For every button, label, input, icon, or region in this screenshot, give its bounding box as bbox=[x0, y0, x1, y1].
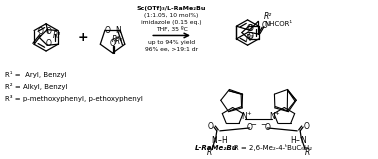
Text: R³: R³ bbox=[246, 34, 254, 43]
Text: −: − bbox=[251, 122, 256, 128]
Text: O: O bbox=[45, 27, 51, 36]
Text: +: + bbox=[77, 31, 88, 44]
Text: imidazole (0.15 eq.): imidazole (0.15 eq.) bbox=[141, 20, 202, 25]
Text: H: H bbox=[290, 136, 296, 145]
Text: +: + bbox=[246, 111, 251, 116]
Text: (1:1.05, 10 mol%): (1:1.05, 10 mol%) bbox=[144, 13, 199, 18]
Text: –: – bbox=[295, 136, 299, 145]
Text: O: O bbox=[247, 32, 253, 41]
Text: N: N bbox=[211, 136, 217, 145]
Text: up to 94% yield: up to 94% yield bbox=[148, 40, 195, 45]
Text: +: + bbox=[274, 111, 279, 116]
Text: H: H bbox=[221, 136, 227, 145]
Text: 96% ee, >19:1 dr: 96% ee, >19:1 dr bbox=[145, 47, 198, 52]
Text: R³ = p-methoxyphenyl, p-ethoxyphenyl: R³ = p-methoxyphenyl, p-ethoxyphenyl bbox=[5, 95, 143, 102]
Text: NHCOR¹: NHCOR¹ bbox=[264, 21, 292, 27]
Text: O: O bbox=[105, 26, 110, 35]
Text: −: − bbox=[260, 122, 266, 128]
Text: R²: R² bbox=[264, 12, 273, 21]
Text: R: R bbox=[207, 148, 212, 157]
Text: N: N bbox=[242, 112, 248, 121]
Text: N: N bbox=[300, 136, 306, 145]
Text: O: O bbox=[246, 123, 253, 132]
Text: O: O bbox=[247, 24, 253, 33]
Text: R³: R³ bbox=[53, 31, 61, 40]
Text: : R = 2,6-Me₂-4-ᵗBuC₆H₂: : R = 2,6-Me₂-4-ᵗBuC₆H₂ bbox=[227, 144, 312, 151]
Text: O: O bbox=[303, 122, 309, 131]
Text: R¹ =  Aryl, Benzyl: R¹ = Aryl, Benzyl bbox=[5, 72, 67, 79]
Text: L-RaMe₂Bu: L-RaMe₂Bu bbox=[195, 145, 238, 151]
Text: R: R bbox=[305, 148, 310, 157]
Text: THF, 35 ºC: THF, 35 ºC bbox=[156, 27, 187, 32]
Text: R²: R² bbox=[112, 35, 120, 44]
Text: –: – bbox=[218, 136, 222, 145]
Text: O: O bbox=[246, 24, 252, 33]
Text: O: O bbox=[208, 122, 214, 131]
Text: O: O bbox=[261, 21, 267, 30]
Text: O: O bbox=[110, 39, 116, 48]
Text: O: O bbox=[265, 123, 270, 132]
Text: O: O bbox=[38, 27, 44, 36]
Text: N: N bbox=[270, 112, 275, 121]
Text: R¹: R¹ bbox=[115, 37, 123, 46]
Text: R² = Alkyl, Benzyl: R² = Alkyl, Benzyl bbox=[5, 83, 68, 90]
Text: O: O bbox=[45, 39, 51, 48]
Text: N: N bbox=[115, 26, 121, 35]
Text: Sc(OTf)₃/L-RaMe₂Bu: Sc(OTf)₃/L-RaMe₂Bu bbox=[137, 6, 206, 11]
